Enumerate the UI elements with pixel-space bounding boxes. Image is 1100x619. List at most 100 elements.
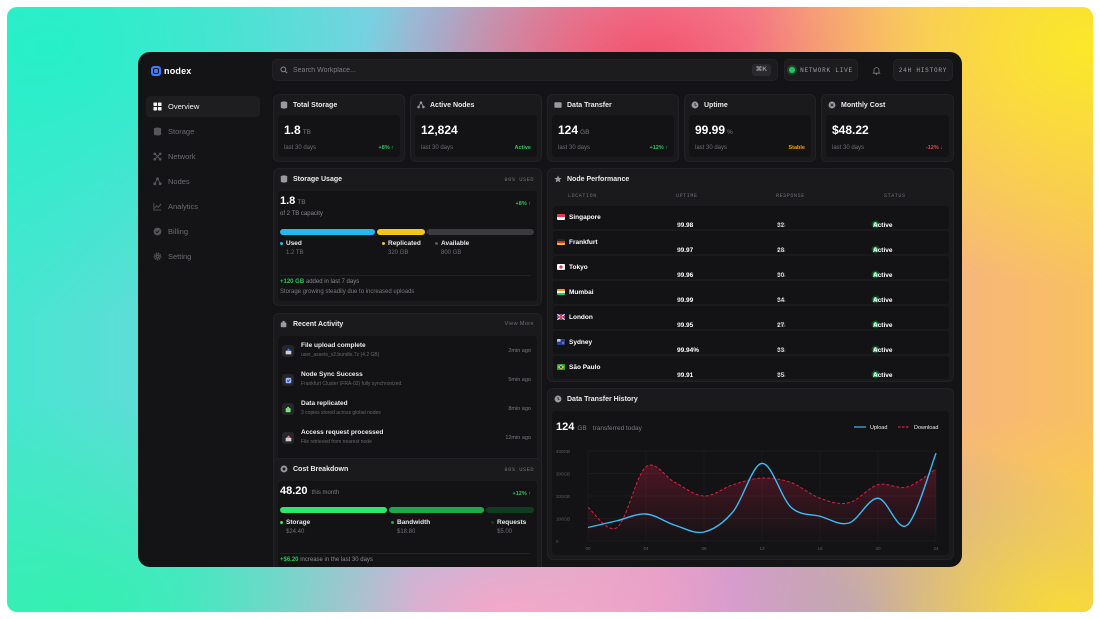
card-header: Uptime bbox=[685, 95, 815, 115]
table-row[interactable]: Tokyo 99.96% 30 ms Active bbox=[553, 256, 949, 279]
activity-item[interactable]: Access request processed File retrieved … bbox=[280, 426, 533, 453]
status-dot bbox=[873, 247, 878, 252]
network-status-pill[interactable]: NETWORK LIVE bbox=[784, 59, 858, 81]
stat-period: last 30 days bbox=[421, 145, 454, 151]
table-row[interactable]: Sydney 99.94% 33 ms Active bbox=[553, 331, 949, 354]
legend-replicated: Replicated 320 GB bbox=[382, 240, 421, 256]
activity-item[interactable]: File upload complete user_assets_v2.bund… bbox=[280, 339, 533, 366]
growth-text: increase in the last 30 days bbox=[300, 557, 373, 563]
stat-number: 12,824 bbox=[421, 123, 458, 137]
stat-period: last 30 days bbox=[558, 145, 591, 151]
x-tick-label: 24 bbox=[933, 546, 939, 551]
sidebar-item-setting[interactable]: Setting bbox=[146, 246, 260, 267]
database-icon bbox=[280, 175, 288, 183]
x-tick-label: 12 bbox=[759, 546, 765, 551]
cost-value: 48.20 this month bbox=[280, 485, 339, 497]
brazil-flag-icon bbox=[557, 364, 565, 370]
status-label: Active bbox=[873, 322, 893, 329]
storage-number: 1.8 bbox=[280, 195, 296, 207]
transfer-chart-body: 124 GB transferred today 0 100GB 200GB 300GB 4… bbox=[552, 411, 949, 555]
card-header: Node Performance bbox=[548, 169, 953, 189]
legend-storage: Storage $24.40 bbox=[280, 519, 310, 535]
stat-unit: TB bbox=[302, 129, 311, 136]
search-input[interactable] bbox=[293, 66, 733, 74]
uptime-unit: % bbox=[677, 372, 683, 379]
activity-title: Access request processed bbox=[301, 429, 384, 436]
stat-delta: Active bbox=[514, 145, 531, 151]
table-row[interactable]: Frankfurt 99.97% 28 ms Active bbox=[553, 231, 949, 254]
bar-segment bbox=[280, 229, 375, 235]
sidebar-item-label: Billing bbox=[168, 227, 189, 236]
storage-value: 1.8 TB bbox=[280, 195, 306, 207]
card-header: Active Nodes bbox=[411, 95, 541, 115]
activity-title: File upload complete bbox=[301, 342, 366, 349]
table-row[interactable]: Singapore 99.98% 32 ms Active bbox=[553, 206, 949, 229]
sidebar-item-overview[interactable]: Overview bbox=[146, 96, 260, 117]
top-bar: nodex ⌘K NETWORK LIVE 24H HISTORY bbox=[138, 52, 962, 90]
stat-unit: % bbox=[727, 129, 733, 136]
x-tick-label: 16 bbox=[817, 546, 823, 551]
legend-dot bbox=[280, 520, 283, 524]
view-more-link[interactable]: View More bbox=[504, 321, 534, 327]
y-tick-label: 300GB bbox=[556, 472, 570, 477]
stat-card-active-nodes[interactable]: Active Nodes 12,824 last 30 days Active bbox=[410, 94, 542, 162]
status-dot bbox=[873, 297, 878, 302]
growth-amount: +120 GB bbox=[280, 279, 305, 285]
bar-segment bbox=[485, 507, 534, 513]
stat-card-monthly-cost[interactable]: Monthly Cost $48.22 last 30 days -12% ↓ bbox=[821, 94, 954, 162]
india-flag-icon bbox=[557, 289, 565, 295]
table-row[interactable]: London 99.95% 27 ms Active bbox=[553, 306, 949, 329]
sidebar-item-label: Setting bbox=[168, 252, 192, 261]
stat-body: 1.8 TB last 30 days +8% ↑ bbox=[278, 115, 400, 157]
storage-usage-card: Storage Usage 80% USED 1.8 TB of 2 TB cap… bbox=[273, 168, 542, 306]
transfer-icon bbox=[554, 102, 562, 108]
access-icon bbox=[282, 432, 294, 444]
storage-delta: +8% ↑ bbox=[515, 201, 531, 207]
uptime-unit: % bbox=[677, 247, 683, 254]
stat-card-uptime[interactable]: Uptime 99.99% last 30 days Stable bbox=[684, 94, 816, 162]
response-value: 35 bbox=[777, 372, 785, 379]
node-location: Sydney bbox=[569, 339, 593, 346]
search-bar[interactable]: ⌘K bbox=[272, 59, 778, 81]
sidebar-item-analytics[interactable]: Analytics bbox=[146, 196, 260, 217]
table-row[interactable]: São Paulo 99.91% 35 ms Active bbox=[553, 356, 949, 379]
uptime-unit: % bbox=[677, 297, 683, 304]
sidebar-item-network[interactable]: Network bbox=[146, 146, 260, 167]
stat-card-data-transfer[interactable]: Data Transfer 124 GB last 30 days +12% ↑ bbox=[547, 94, 679, 162]
legend-label: Upload bbox=[870, 425, 887, 431]
star-icon bbox=[554, 175, 562, 183]
uptime-unit: % bbox=[677, 272, 683, 279]
response-unit: ms bbox=[777, 272, 786, 279]
y-tick-label: 0 bbox=[556, 539, 559, 544]
history-range-button[interactable]: 24H HISTORY bbox=[893, 59, 953, 81]
activity-time: 5min ago bbox=[508, 377, 531, 383]
legend-dot bbox=[435, 241, 438, 245]
singapore-flag-icon bbox=[557, 214, 565, 220]
uptime-unit: % bbox=[677, 322, 683, 329]
stat-card-total-storage[interactable]: Total Storage 1.8 TB last 30 days +8% ↑ bbox=[273, 94, 405, 162]
sidebar-item-storage[interactable]: Storage bbox=[146, 121, 260, 142]
stat-delta: Stable bbox=[788, 145, 805, 151]
sidebar-item-nodes[interactable]: Nodes bbox=[146, 171, 260, 192]
table-row[interactable]: Mumbai 99.99% 34 ms Active bbox=[553, 281, 949, 304]
y-tick-label: 100GB bbox=[556, 517, 570, 522]
cost-icon bbox=[280, 465, 288, 473]
notifications-button[interactable] bbox=[865, 59, 887, 81]
response-value: 33 bbox=[777, 347, 785, 354]
stat-unit: GB bbox=[580, 129, 590, 136]
activity-item[interactable]: Node Sync Success Frankfurt Cluster (FRA… bbox=[280, 368, 533, 395]
transfer-line-chart[interactable]: 0 100GB 200GB 300GB 400GB 00 04 08 12 16 20 24 Uploa… bbox=[552, 411, 949, 555]
stat-value: 124 GB bbox=[558, 123, 589, 137]
legend-dot bbox=[391, 520, 394, 524]
brand-name: nodex bbox=[164, 66, 192, 76]
bar-segment bbox=[376, 229, 426, 235]
card-title: Data Transfer History bbox=[567, 395, 638, 403]
brand-logo[interactable]: nodex bbox=[151, 66, 192, 76]
activity-item[interactable]: Data replicated 3 copies stored across g… bbox=[280, 397, 533, 424]
sidebar-item-label: Overview bbox=[168, 102, 200, 111]
sidebar-item-billing[interactable]: Billing bbox=[146, 221, 260, 242]
card-header: Monthly Cost bbox=[822, 95, 953, 115]
bar-segment bbox=[280, 507, 388, 513]
stat-body: $48.22 last 30 days -12% ↓ bbox=[826, 115, 949, 157]
storage-growth: +120 GB added in last 7 days bbox=[280, 279, 359, 285]
